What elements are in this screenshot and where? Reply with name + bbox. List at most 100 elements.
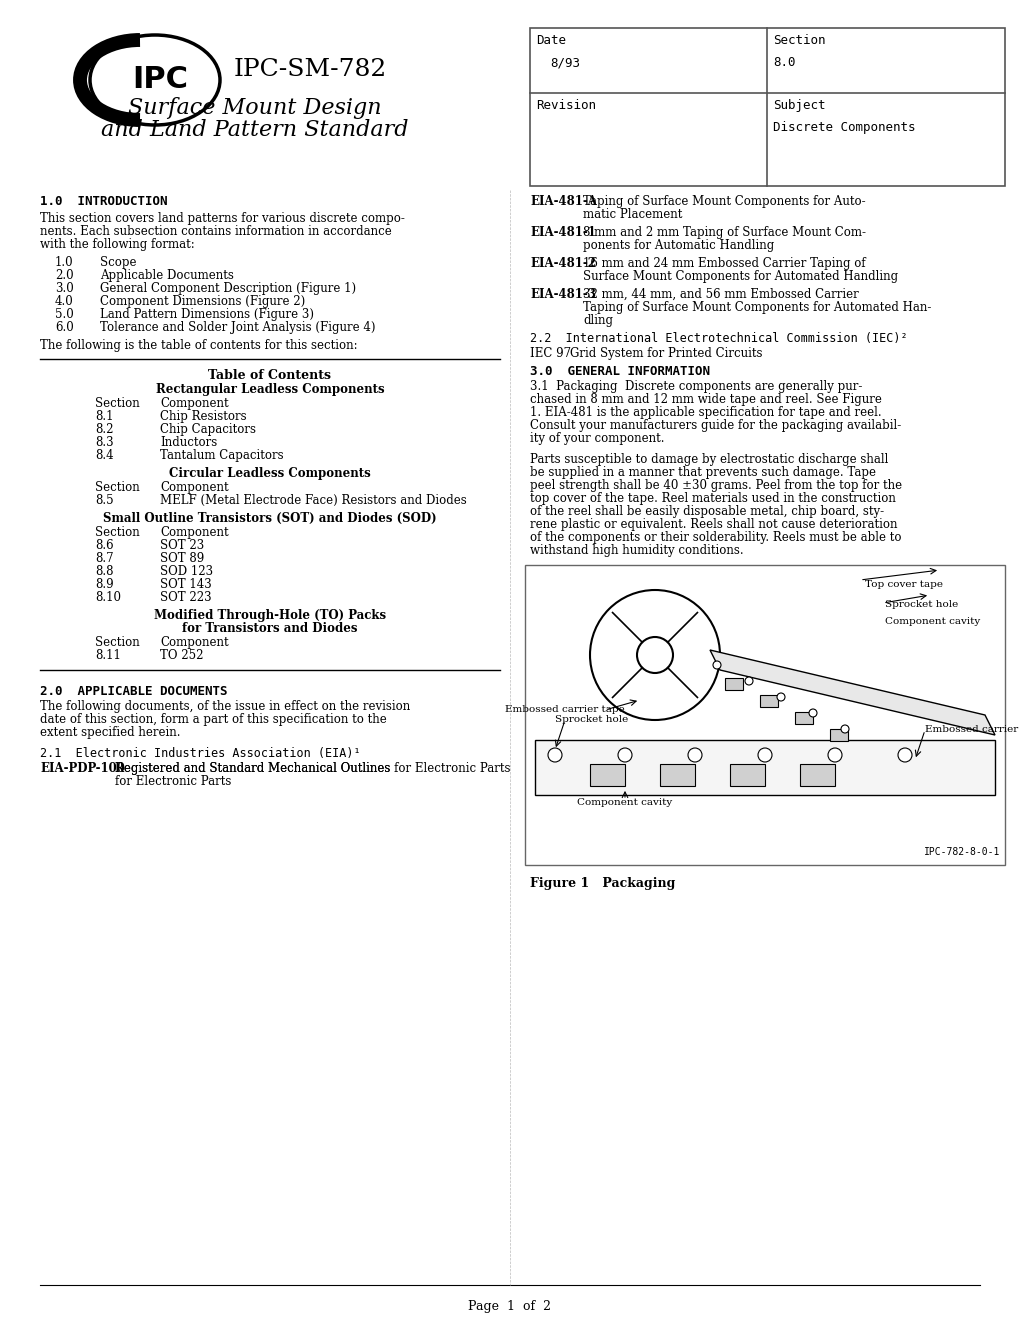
Text: SOT 223: SOT 223 bbox=[160, 591, 211, 605]
Text: The following is the table of contents for this section:: The following is the table of contents f… bbox=[40, 339, 358, 352]
Text: EIA-481-3: EIA-481-3 bbox=[530, 288, 595, 301]
Text: matic Placement: matic Placement bbox=[583, 209, 682, 220]
Text: 5.0: 5.0 bbox=[55, 308, 73, 321]
Text: Embossed carrier tape: Embossed carrier tape bbox=[924, 725, 1019, 734]
Text: with the following format:: with the following format: bbox=[40, 238, 195, 251]
Text: dling: dling bbox=[583, 314, 612, 327]
Text: of the components or their solderability. Reels must be able to: of the components or their solderability… bbox=[530, 531, 901, 544]
Text: EIA-481-2: EIA-481-2 bbox=[530, 257, 595, 271]
Text: SOT 23: SOT 23 bbox=[160, 539, 204, 552]
Text: Section: Section bbox=[772, 34, 824, 48]
Circle shape bbox=[712, 661, 720, 669]
Text: Component cavity: Component cavity bbox=[884, 616, 979, 626]
Text: Component Dimensions (Figure 2): Component Dimensions (Figure 2) bbox=[100, 294, 305, 308]
Text: nents. Each subsection contains information in accordance: nents. Each subsection contains informat… bbox=[40, 224, 391, 238]
Text: TO 252: TO 252 bbox=[160, 649, 204, 663]
Text: Registered and Standard Mechanical Outlines for Electronic Parts: Registered and Standard Mechanical Outli… bbox=[115, 762, 510, 775]
Text: 8.0: 8.0 bbox=[772, 55, 795, 69]
Text: 16 mm and 24 mm Embossed Carrier Taping of: 16 mm and 24 mm Embossed Carrier Taping … bbox=[583, 257, 865, 271]
Circle shape bbox=[744, 677, 752, 685]
Text: 3.1  Packaging  Discrete components are generally pur-: 3.1 Packaging Discrete components are ge… bbox=[530, 380, 861, 393]
Text: Grid System for Printed Circuits: Grid System for Printed Circuits bbox=[570, 347, 762, 360]
Text: Section: Section bbox=[95, 525, 140, 539]
Text: Circular Leadless Components: Circular Leadless Components bbox=[169, 467, 371, 480]
Text: Section: Section bbox=[95, 397, 140, 411]
Text: date of this section, form a part of this specification to the: date of this section, form a part of thi… bbox=[40, 713, 386, 726]
Text: SOT 89: SOT 89 bbox=[160, 552, 204, 565]
Circle shape bbox=[808, 709, 816, 717]
Text: Date: Date bbox=[535, 34, 566, 48]
Text: withstand high humidity conditions.: withstand high humidity conditions. bbox=[530, 544, 743, 557]
Circle shape bbox=[841, 725, 848, 733]
Text: Table of Contents: Table of Contents bbox=[208, 370, 331, 381]
Polygon shape bbox=[709, 649, 994, 735]
Text: This section covers land patterns for various discrete compo-: This section covers land patterns for va… bbox=[40, 213, 405, 224]
Bar bbox=[589, 764, 625, 785]
Text: chased in 8 mm and 12 mm wide tape and reel. See Figure: chased in 8 mm and 12 mm wide tape and r… bbox=[530, 393, 881, 407]
Text: Section: Section bbox=[95, 636, 140, 649]
Text: of the reel shall be easily disposable metal, chip board, sty-: of the reel shall be easily disposable m… bbox=[530, 506, 883, 517]
Text: 3.0: 3.0 bbox=[55, 282, 73, 294]
Text: Rectangular Leadless Components: Rectangular Leadless Components bbox=[156, 383, 384, 396]
Bar bbox=[759, 696, 777, 708]
Text: 8.8: 8.8 bbox=[95, 565, 113, 578]
Text: 3.0  GENERAL INFORMATION: 3.0 GENERAL INFORMATION bbox=[530, 366, 709, 378]
Text: Component: Component bbox=[160, 636, 228, 649]
Text: 2.0  APPLICABLE DOCUMENTS: 2.0 APPLICABLE DOCUMENTS bbox=[40, 685, 227, 698]
Ellipse shape bbox=[90, 36, 220, 125]
Circle shape bbox=[547, 748, 561, 762]
Text: EIA-PDP-100: EIA-PDP-100 bbox=[40, 762, 124, 775]
Text: Component: Component bbox=[160, 397, 228, 411]
Text: EIA-481-A: EIA-481-A bbox=[530, 195, 596, 209]
Text: EIA-481-1: EIA-481-1 bbox=[530, 226, 595, 239]
Text: be supplied in a manner that prevents such damage. Tape: be supplied in a manner that prevents su… bbox=[530, 466, 875, 479]
Text: 8.4: 8.4 bbox=[95, 449, 113, 462]
Text: Subject: Subject bbox=[772, 99, 824, 112]
Circle shape bbox=[688, 748, 701, 762]
Bar bbox=[659, 764, 694, 785]
Text: Scope: Scope bbox=[100, 256, 137, 269]
Bar bbox=[799, 764, 835, 785]
Text: peel strength shall be 40 ±30 grams. Peel from the top for the: peel strength shall be 40 ±30 grams. Pee… bbox=[530, 479, 901, 492]
Text: Small Outline Transistors (SOT) and Diodes (SOD): Small Outline Transistors (SOT) and Diod… bbox=[103, 512, 436, 525]
Text: Top cover tape: Top cover tape bbox=[864, 579, 943, 589]
Text: Applicable Documents: Applicable Documents bbox=[100, 269, 233, 282]
Text: 8.1: 8.1 bbox=[95, 411, 113, 422]
Text: 4.0: 4.0 bbox=[55, 294, 73, 308]
Text: Land Pattern Dimensions (Figure 3): Land Pattern Dimensions (Figure 3) bbox=[100, 308, 314, 321]
Text: Component cavity: Component cavity bbox=[577, 799, 672, 807]
Text: and Land Pattern Standard: and Land Pattern Standard bbox=[101, 119, 409, 141]
Text: 8/93: 8/93 bbox=[549, 55, 580, 69]
Text: Surface Mount Design: Surface Mount Design bbox=[128, 96, 381, 119]
Text: Inductors: Inductors bbox=[160, 436, 217, 449]
Bar bbox=[725, 678, 742, 690]
Text: extent specified herein.: extent specified herein. bbox=[40, 726, 180, 739]
Text: ponents for Automatic Handling: ponents for Automatic Handling bbox=[583, 239, 773, 252]
Text: Consult your manufacturers guide for the packaging availabil-: Consult your manufacturers guide for the… bbox=[530, 418, 901, 432]
Text: 1.0  INTRODUCTION: 1.0 INTRODUCTION bbox=[40, 195, 167, 209]
Text: Sprocket hole: Sprocket hole bbox=[554, 715, 628, 723]
Text: 1.0: 1.0 bbox=[55, 256, 73, 269]
Text: Taping of Surface Mount Components for Automated Han-: Taping of Surface Mount Components for A… bbox=[583, 301, 930, 314]
Text: Registered and Standard Mechanical Outlines: Registered and Standard Mechanical Outli… bbox=[115, 762, 390, 775]
Text: Chip Capacitors: Chip Capacitors bbox=[160, 422, 256, 436]
Text: SOD 123: SOD 123 bbox=[160, 565, 213, 578]
Text: 2.2  International Electrotechnical Commission (IEC)²: 2.2 International Electrotechnical Commi… bbox=[530, 333, 907, 345]
Circle shape bbox=[618, 748, 632, 762]
Text: 8.6: 8.6 bbox=[95, 539, 113, 552]
Text: for Electronic Parts: for Electronic Parts bbox=[115, 775, 231, 788]
Text: General Component Description (Figure 1): General Component Description (Figure 1) bbox=[100, 282, 356, 294]
Text: 8.2: 8.2 bbox=[95, 422, 113, 436]
Text: 2.1  Electronic Industries Association (EIA)¹: 2.1 Electronic Industries Association (E… bbox=[40, 747, 361, 760]
Text: Section: Section bbox=[95, 480, 140, 494]
Text: ity of your component.: ity of your component. bbox=[530, 432, 663, 445]
Text: 32 mm, 44 mm, and 56 mm Embossed Carrier: 32 mm, 44 mm, and 56 mm Embossed Carrier bbox=[583, 288, 858, 301]
Text: Chip Resistors: Chip Resistors bbox=[160, 411, 247, 422]
Text: 8.11: 8.11 bbox=[95, 649, 121, 663]
Text: 6.0: 6.0 bbox=[55, 321, 73, 334]
Text: 8.9: 8.9 bbox=[95, 578, 113, 591]
Text: 8.7: 8.7 bbox=[95, 552, 113, 565]
Text: Taping of Surface Mount Components for Auto-: Taping of Surface Mount Components for A… bbox=[583, 195, 865, 209]
Text: 8.3: 8.3 bbox=[95, 436, 113, 449]
Text: Figure 1   Packaging: Figure 1 Packaging bbox=[530, 876, 675, 890]
